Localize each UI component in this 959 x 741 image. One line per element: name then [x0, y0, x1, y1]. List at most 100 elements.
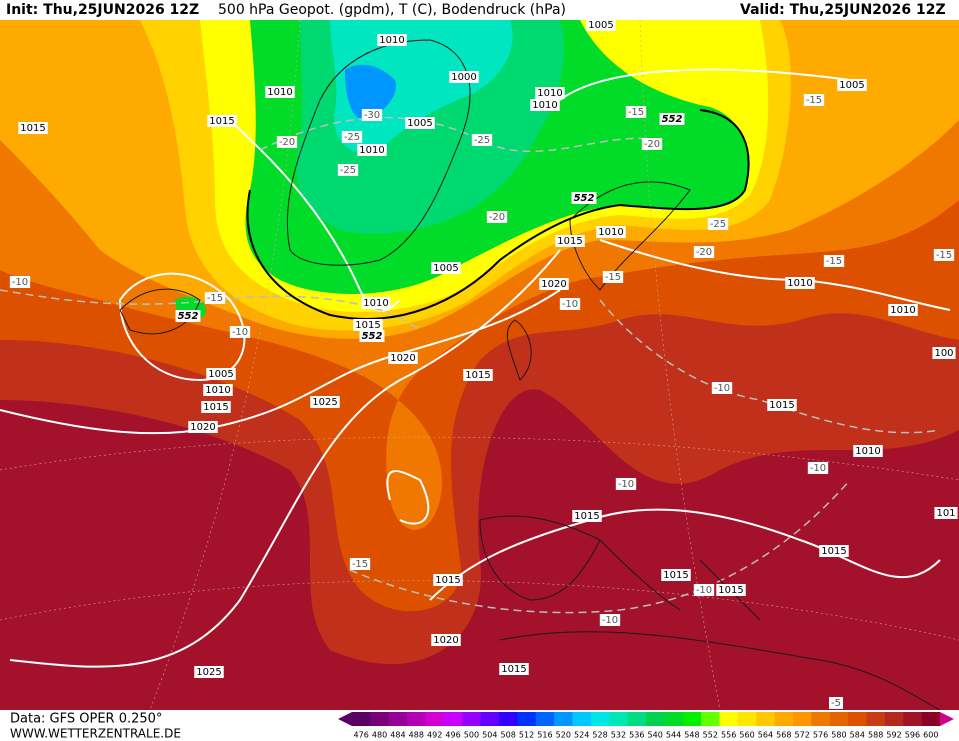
isobar-label-text: 1015 — [355, 320, 380, 331]
colorbar-label: 508 — [501, 731, 516, 740]
isobar-label-text: 1020 — [190, 422, 215, 433]
temperature-label-box — [803, 94, 825, 106]
temperature-label-text: -15 — [628, 107, 644, 118]
isobar-label-box — [586, 19, 616, 31]
temperature-label-text: -15 — [207, 293, 223, 304]
isobar-label-text: 1000 — [451, 72, 476, 83]
isobar-label: 1020 — [539, 278, 569, 290]
temperature-label-box — [823, 255, 845, 267]
colorbar-swatch — [407, 712, 426, 726]
isobar-label-box — [377, 34, 407, 46]
isobar-label: 1010 — [888, 304, 918, 316]
temperature-label-text: -5 — [831, 698, 841, 709]
colorbar-swatch — [903, 712, 923, 726]
colorbar-swatch — [443, 712, 463, 726]
isobar-label-text: 1010 — [890, 305, 915, 316]
temperature-label-box — [204, 292, 226, 304]
map-labels: 1005 1010 1000 1010 1015 1015 1005 1010 1010 1010… — [9, 19, 958, 709]
isobar-label: 1010 — [203, 384, 233, 396]
isobar-label: 1015 — [572, 510, 602, 522]
isobar-label-text: 1015 — [557, 236, 582, 247]
isobar-label-box — [853, 445, 883, 457]
isobar-label: 1005 — [837, 79, 867, 91]
colorbar-label: 576 — [813, 731, 828, 740]
colorbar-label: 596 — [905, 731, 920, 740]
temperature-label: -10 — [807, 462, 829, 474]
isobar-label-box — [203, 384, 233, 396]
temperature-label-box — [933, 249, 955, 261]
temperature-label: -15 — [823, 255, 845, 267]
colorbar-swatch — [866, 712, 886, 726]
isobar-label: 1025 — [310, 396, 340, 408]
temperature-label: -10 — [615, 478, 637, 490]
temperature-label: -10 — [559, 298, 581, 310]
isobar-label-text: 1010 — [379, 35, 404, 46]
isobars — [0, 68, 951, 668]
colorbar-label: 560 — [739, 731, 754, 740]
colorbar-label: 584 — [850, 731, 865, 740]
colorbar-swatch — [756, 712, 776, 726]
height-552-contour — [246, 109, 750, 320]
temperature-label-box — [602, 271, 624, 283]
isobar-label-text: 1005 — [588, 20, 613, 31]
isobar-label: 1010 — [265, 86, 295, 98]
isobar-label: 1015 — [499, 663, 529, 675]
isobar-label-text: 1015 — [663, 570, 688, 581]
isobar-label: 1015 — [661, 569, 691, 581]
colorbar-end — [940, 712, 954, 726]
temperature-label: -10 — [9, 276, 31, 288]
temperature-label-text: -15 — [605, 272, 621, 283]
isobar-label-text: 1015 — [465, 370, 490, 381]
isobar-label-box — [265, 86, 295, 98]
isobar-label-text: 100 — [934, 348, 953, 359]
colorbar-swatch — [664, 712, 684, 726]
temperature-label: -25 — [707, 218, 729, 230]
isobar-label-box — [934, 507, 958, 519]
isobar-label-box — [499, 663, 529, 675]
colorbar-label: 524 — [574, 731, 589, 740]
temperature-label-text: -25 — [474, 135, 490, 146]
temperature-label: -25 — [341, 131, 363, 143]
isobar-label-box — [206, 368, 236, 380]
colorbar-swatch — [793, 712, 812, 726]
temperature-label-text: -10 — [714, 383, 730, 394]
isobar-label-text: 1020 — [433, 635, 458, 646]
isobar-label-text: 1005 — [839, 80, 864, 91]
isobar-label: 1010 — [853, 445, 883, 457]
temperature-label-text: -10 — [562, 299, 578, 310]
colorbar-swatch — [609, 712, 629, 726]
isobar-label-box — [361, 297, 391, 309]
map — [0, 19, 959, 711]
isobar-label-text: 1015 — [821, 546, 846, 557]
colorbar-label: 492 — [427, 731, 442, 740]
isobar-label-text: 101 — [936, 508, 955, 519]
isobar-label-box — [837, 79, 867, 91]
height-label-text: 552 — [362, 331, 383, 342]
temperature-label-text: -10 — [618, 479, 634, 490]
isobar-label: 1005 — [206, 368, 236, 380]
isobar-label-box — [207, 115, 237, 127]
colorbar-label: 480 — [372, 731, 387, 740]
isobar-label: 1010 — [596, 226, 626, 238]
colorbar-swatch — [811, 712, 831, 726]
colorbar-swatch — [848, 712, 867, 726]
colorbar-swatch — [462, 712, 482, 726]
isobar-label: 1025 — [194, 666, 224, 678]
temperature-label: -20 — [276, 136, 298, 148]
colorbar-label: 556 — [721, 731, 736, 740]
temperature-label: -20 — [486, 211, 508, 223]
colorbar-swatch — [554, 712, 573, 726]
isobar-label-box — [932, 347, 956, 359]
temperature-label: -15 — [204, 292, 226, 304]
temperature-label: -15 — [933, 249, 955, 261]
isobar-label: 1015 — [463, 369, 493, 381]
colorbar-label: 500 — [464, 731, 479, 740]
isobar-label-text: 1020 — [541, 279, 566, 290]
isobar-label-text: 1015 — [20, 123, 45, 134]
isobar-label-text: 1005 — [407, 118, 432, 129]
height-label-text: 552 — [574, 193, 595, 204]
isobar-label-box — [555, 235, 585, 247]
temperature-label-box — [229, 326, 251, 338]
colorbar-swatch — [921, 712, 941, 726]
isobar-label-text: 1010 — [359, 145, 384, 156]
